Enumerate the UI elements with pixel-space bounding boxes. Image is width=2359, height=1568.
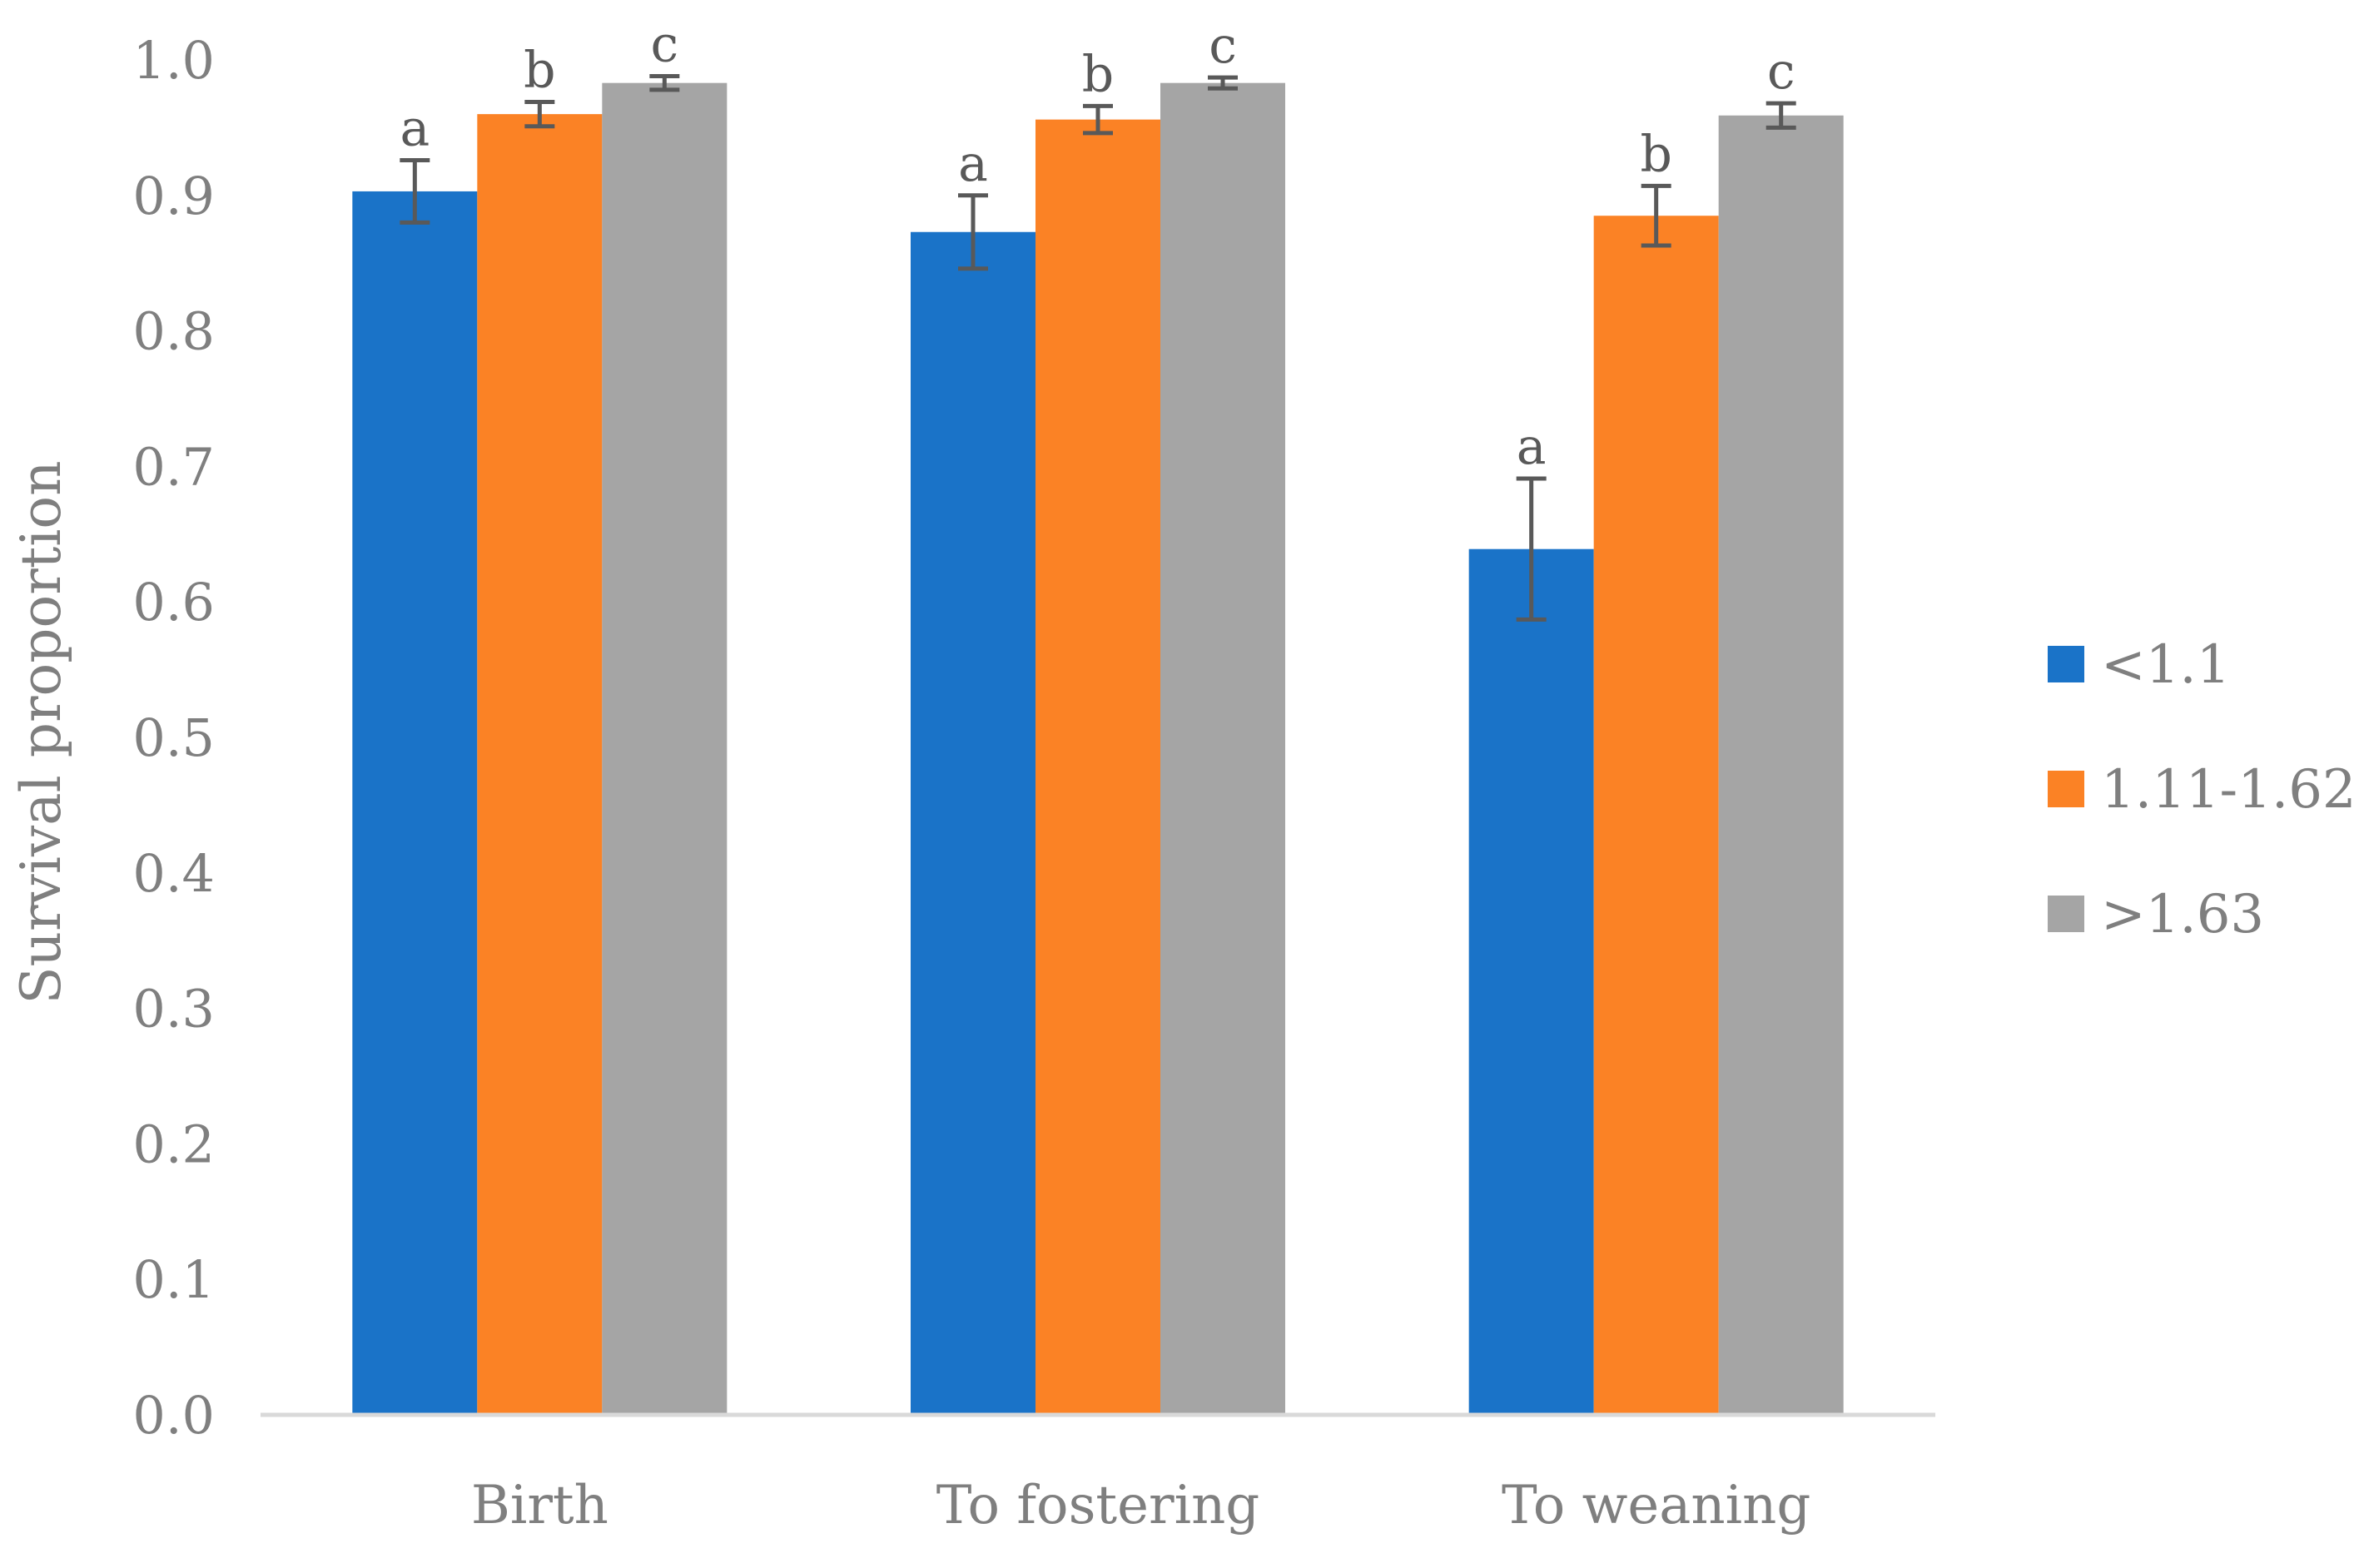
error-bar-2-3 xyxy=(1208,75,1238,91)
bars xyxy=(352,82,1844,1416)
error-bar-3-2 xyxy=(1641,183,1671,248)
y-tick-label: 1.0 xyxy=(132,30,215,91)
significance-letter-2-1: a xyxy=(958,135,988,193)
legend-label: 1.11-1.62 xyxy=(2101,759,2357,821)
y-tick-label: 0.0 xyxy=(132,1385,215,1446)
significance-letter-1-2: b xyxy=(524,41,555,99)
y-tick-label: 0.2 xyxy=(132,1114,215,1174)
x-category-label: To fostering xyxy=(936,1475,1260,1536)
y-tick-label: 0.1 xyxy=(132,1249,215,1310)
significance-letter-1-1: a xyxy=(400,99,430,157)
y-tick-label: 0.6 xyxy=(132,572,215,633)
error-bar-2-1 xyxy=(958,193,988,271)
legend-swatch xyxy=(2048,646,2084,682)
significance-letter-1-3: c xyxy=(651,16,679,74)
bar-2-2 xyxy=(1035,119,1160,1416)
bar-3-2 xyxy=(1593,216,1719,1416)
bar-1-1 xyxy=(352,191,478,1415)
error-bar-3-3 xyxy=(1766,101,1796,130)
y-axis-title-group: Survival proportion xyxy=(9,460,73,1004)
legend-swatch xyxy=(2048,896,2084,932)
error-bar-2-2 xyxy=(1083,103,1113,136)
bar-2-3 xyxy=(1160,82,1285,1415)
significance-letter-3-2: b xyxy=(1640,125,1671,183)
x-category-label: Birth xyxy=(471,1475,608,1536)
y-tick-label: 0.8 xyxy=(132,301,215,362)
error-bar-1-1 xyxy=(400,157,430,225)
legend-item: >1.63 xyxy=(2048,884,2264,945)
bar-1-3 xyxy=(602,82,728,1415)
error-bar-3-1 xyxy=(1516,476,1547,622)
bar-3-3 xyxy=(1718,115,1844,1415)
legend-label: >1.63 xyxy=(2101,884,2264,945)
legend: <1.1 1.11-1.62 >1.63 xyxy=(2048,634,2357,945)
significance-letter-2-2: b xyxy=(1082,45,1114,103)
significance-letter-3-3: c xyxy=(1767,42,1795,101)
y-axis-title: Survival proportion xyxy=(9,460,73,1004)
significance-letter-2-3: c xyxy=(1209,17,1237,75)
x-axis-category-labels: Birth To fostering To weaning xyxy=(471,1475,1810,1536)
bar-2-1 xyxy=(911,231,1035,1416)
y-axis-ticks: 0.0 0.1 0.2 0.3 0.4 0.5 0.6 0.7 0.8 0.9 1.0 xyxy=(132,30,215,1446)
error-bars xyxy=(400,74,1796,622)
error-bar-1-3 xyxy=(649,74,680,92)
legend-label: <1.1 xyxy=(2101,634,2230,696)
legend-item: 1.11-1.62 xyxy=(2048,759,2357,821)
y-tick-label: 0.3 xyxy=(132,979,215,1040)
significance-letters: a b c a b c a b c xyxy=(400,16,1795,477)
bar-3-1 xyxy=(1468,548,1594,1415)
legend-swatch xyxy=(2048,771,2084,807)
y-tick-label: 0.9 xyxy=(132,166,215,226)
y-tick-label: 0.7 xyxy=(132,436,215,497)
significance-letter-3-1: a xyxy=(1517,418,1547,476)
bar-1-2 xyxy=(477,114,603,1415)
y-tick-label: 0.5 xyxy=(132,707,215,768)
legend-item: <1.1 xyxy=(2048,634,2230,696)
x-category-label: To weaning xyxy=(1502,1475,1810,1536)
y-tick-label: 0.4 xyxy=(132,843,215,904)
error-bar-1-2 xyxy=(524,99,555,129)
